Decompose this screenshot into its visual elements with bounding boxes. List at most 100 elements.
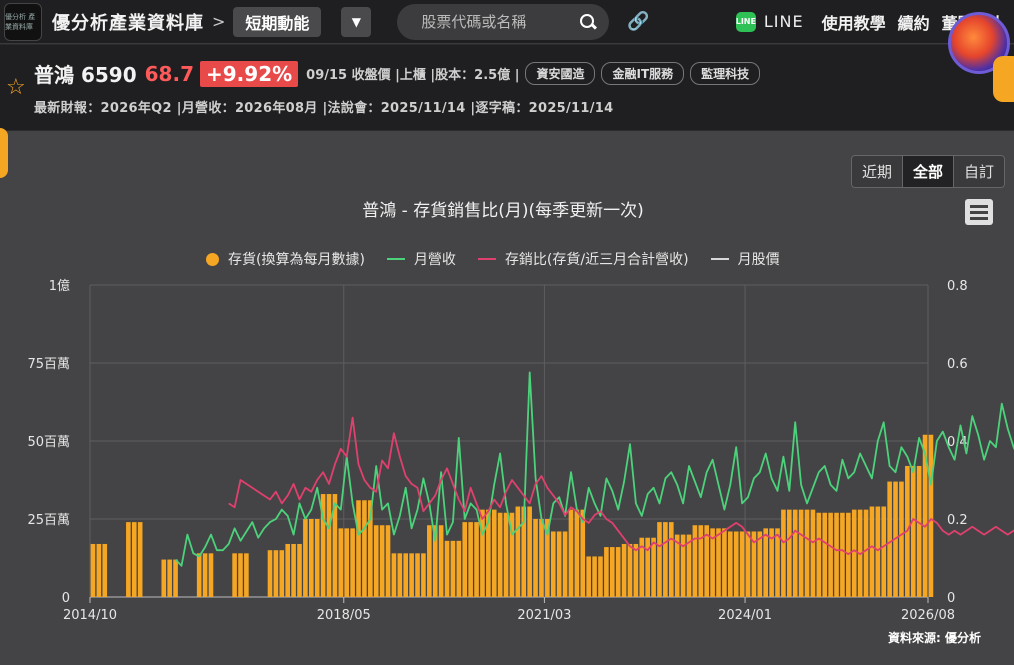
page-dropdown-button[interactable]: ▼	[341, 6, 372, 37]
x-tick-label: 2014/10	[63, 608, 117, 623]
range-all-button[interactable]: 全部	[903, 156, 955, 187]
legend-label: 月營收	[413, 252, 456, 268]
link-icon[interactable]: 🔗	[627, 11, 650, 32]
price-change-badge: +9.92%	[200, 60, 299, 87]
legend-swatch	[386, 258, 405, 260]
inventory-bar	[462, 522, 468, 597]
inventory-bar	[244, 553, 249, 597]
inventory-bar	[928, 434, 934, 597]
chart-menu-icon[interactable]	[965, 199, 993, 225]
inventory-bar	[338, 528, 344, 597]
y-left-tick-label: 1億	[49, 278, 70, 294]
inventory-bar	[916, 465, 922, 597]
x-tick-label: 2018/05	[317, 608, 371, 623]
assistant-avatar[interactable]	[948, 12, 1010, 74]
inventory-bar	[368, 500, 373, 597]
inventory-bar	[840, 512, 845, 597]
search-box[interactable]	[397, 3, 610, 40]
search-input[interactable]	[421, 12, 580, 31]
legend-item-revenue[interactable]: 月營收	[386, 249, 456, 269]
stock-header-row: 普鴻 6590 68.7 +9.92% 09/15 收盤價 |上櫃 |股本：2.…	[34, 59, 761, 88]
breadcrumb-current-page[interactable]: 短期動能	[233, 6, 322, 37]
industry-tag[interactable]: 監理科技	[690, 62, 761, 85]
inventory-bar	[604, 547, 609, 597]
inventory-bar	[763, 528, 769, 597]
inventory-bar	[267, 550, 273, 597]
inventory-bar	[792, 509, 798, 597]
inventory-bar	[545, 519, 550, 597]
inventory-bar	[621, 543, 627, 597]
side-drawer-tab-right[interactable]	[993, 56, 1014, 102]
legend-item-inventory[interactable]: 存貨(換算為每月數據)	[206, 249, 365, 269]
inventory-bar	[539, 519, 544, 597]
inventory-bar	[881, 506, 887, 597]
industry-tag[interactable]: 金融IT服務	[601, 62, 685, 85]
range-custom-button[interactable]: 自訂	[954, 156, 1005, 187]
inventory-bar	[297, 543, 302, 597]
inventory-bar	[533, 519, 538, 597]
inventory-bar	[421, 553, 426, 597]
inventory-bar	[527, 506, 532, 597]
inventory-bar	[356, 500, 361, 597]
inventory-bar	[161, 559, 167, 597]
industry-tag[interactable]: 資安國造	[525, 62, 596, 85]
revenue-line	[174, 371, 1014, 567]
chevron-down-icon: ▼	[351, 14, 362, 29]
line-button[interactable]: LINE LINE	[736, 11, 804, 32]
inventory-bar	[456, 540, 462, 597]
inventory-bar	[326, 494, 332, 597]
inventory-bar	[698, 525, 704, 597]
inventory-bar	[314, 519, 320, 597]
inventory-bar	[550, 531, 556, 597]
inventory-bar	[910, 465, 916, 597]
line-icon: LINE	[736, 11, 756, 32]
inventory-bar	[350, 528, 355, 597]
inventory-bar	[379, 525, 385, 597]
inventory-bar	[863, 509, 869, 597]
chart-title: 普鴻 - 存貨銷售比(月)(每季更新一次)	[362, 201, 644, 221]
inventory-bar	[385, 525, 391, 597]
search-icon[interactable]	[579, 13, 597, 31]
inventory-bar	[291, 543, 296, 597]
inventory-bar	[875, 506, 881, 597]
inventory-bar	[562, 531, 568, 597]
range-recent-button[interactable]: 近期	[852, 156, 904, 187]
inventory-bar	[922, 434, 928, 597]
inventory-bar	[273, 550, 279, 597]
side-drawer-tab-left[interactable]	[0, 128, 8, 178]
stock-meta: 09/15 收盤價 |上櫃 |股本：2.5億 |	[306, 68, 520, 83]
inventory-bar	[486, 509, 491, 597]
inventory-bar	[615, 547, 621, 597]
nav-renew[interactable]: 續約	[897, 13, 930, 33]
inventory-bar	[592, 556, 597, 597]
inventory-bar	[851, 509, 857, 597]
nav-tutorial[interactable]: 使用教學	[821, 13, 886, 33]
inventory-bar	[775, 528, 780, 597]
brand-title[interactable]: 優分析產業資料庫	[52, 12, 204, 34]
y-left-tick-label: 75百萬	[27, 357, 70, 372]
inventory-bar	[787, 509, 792, 597]
inventory-bar	[90, 543, 96, 597]
favorite-star-icon[interactable]: ☆	[6, 75, 26, 100]
inventory-bar	[639, 537, 645, 597]
inventory-bar	[586, 556, 591, 597]
inventory-bar	[173, 559, 178, 597]
inventory-bar	[208, 553, 214, 597]
inventory-bar	[822, 512, 828, 597]
range-selector: 近期 全部 自訂	[851, 155, 1006, 188]
inventory-bar	[899, 481, 904, 597]
inventory-bar	[733, 531, 739, 597]
legend-item-price[interactable]: 月股價	[710, 249, 780, 269]
top-navigation-bar: 優分析 產業資料庫 優分析產業資料庫 > 短期動能 ▼ 🔗 LINE LINE …	[0, 0, 1014, 44]
site-logo[interactable]: 優分析 產業資料庫	[4, 2, 42, 41]
legend-label: 存銷比(存貨/近三月合計營收)	[504, 252, 689, 268]
inventory-bar	[633, 543, 639, 597]
logo-text: 優分析 產業資料庫	[5, 12, 36, 31]
inventory-bar	[704, 525, 709, 597]
x-tick-label: 2024/01	[718, 608, 772, 623]
legend-item-ratio[interactable]: 存銷比(存貨/近三月合計營收)	[477, 249, 689, 269]
inventory-bar	[515, 506, 521, 597]
inventory-bar	[137, 522, 143, 597]
inventory-bar	[474, 522, 479, 597]
